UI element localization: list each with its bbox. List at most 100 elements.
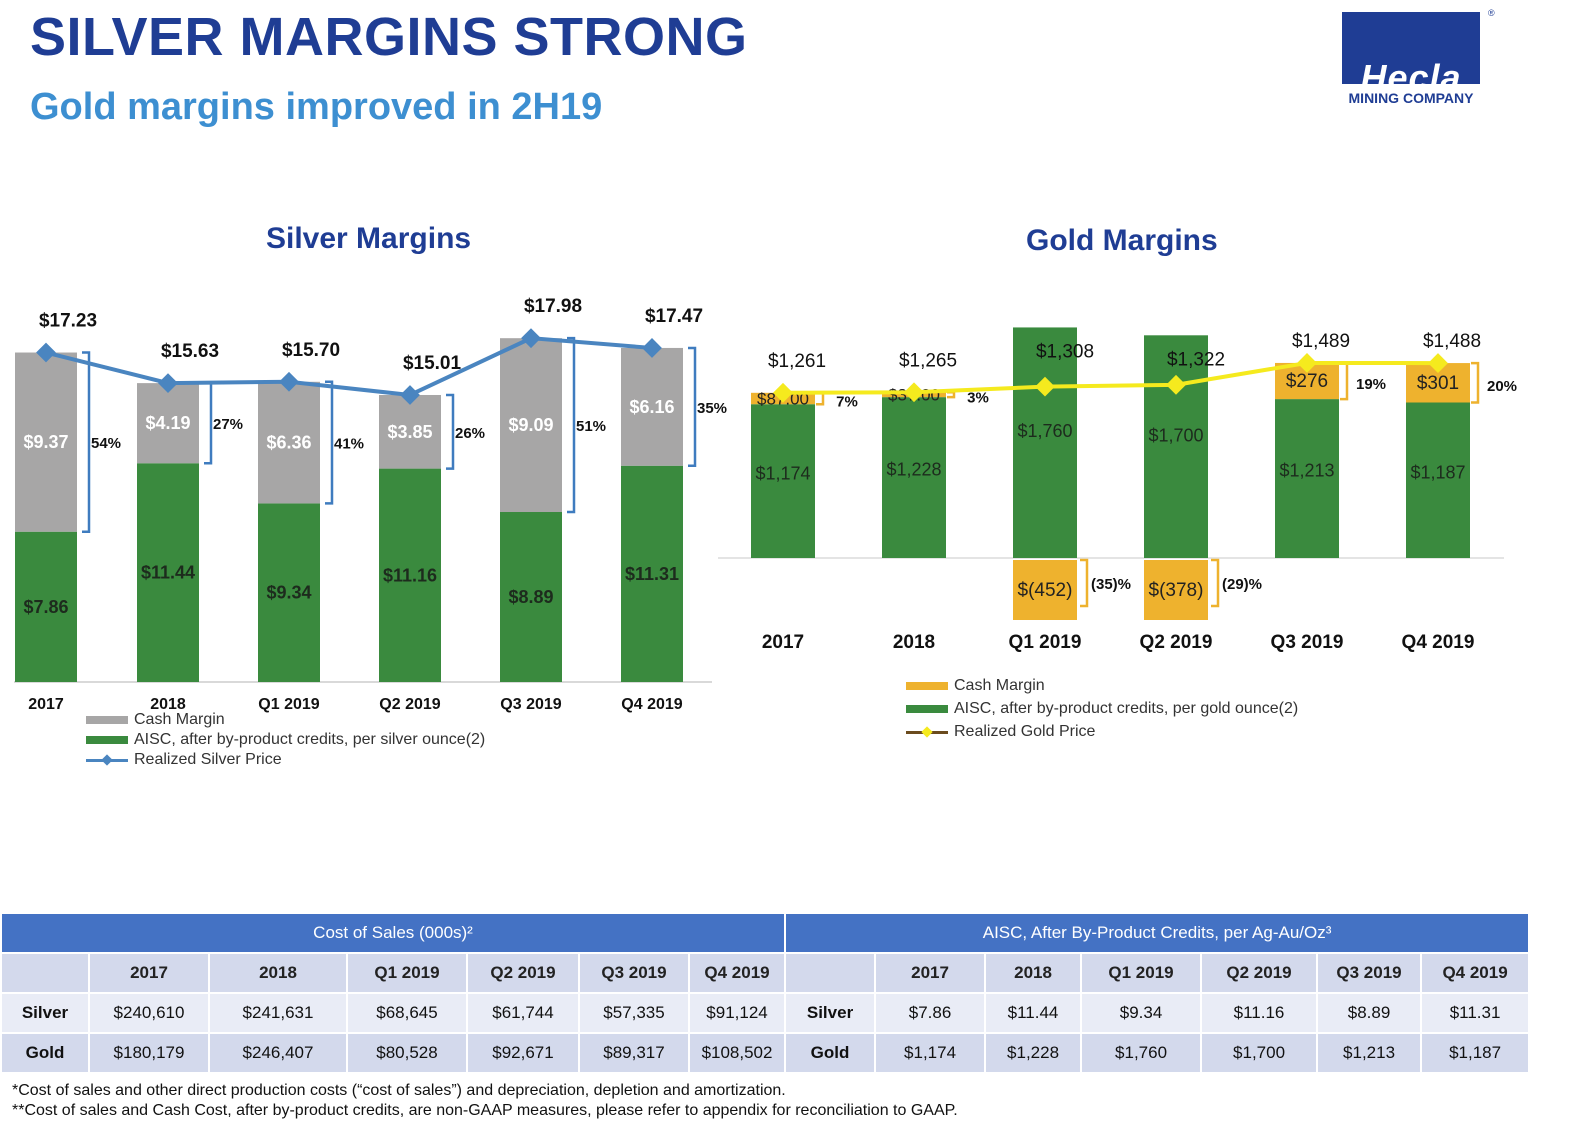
table-cell-aisc: $1,700 [1200,1032,1319,1074]
gold-chart-title: Gold Margins [1026,224,1218,257]
gold-cash-margin-label: $276 [1286,371,1328,392]
gold-margin-bracket [947,391,956,399]
table-column-header: 2017 [88,952,210,994]
silver-cash-margin-label: $4.19 [145,413,190,433]
gold-aisc-bar [1013,327,1077,558]
legend-label: Realized Silver Price [134,751,282,768]
silver-margin-bracket [688,346,697,467]
silver-margin-bracket [204,381,213,465]
table-column-header: Q3 2019 [578,952,690,994]
gold-margin-percent: (35)% [1091,576,1131,593]
table-cell-aisc: $1,760 [1080,1032,1203,1074]
table-header-cost-of-sales: Cost of Sales (000s)² [0,912,787,954]
gold-category-label: 2017 [762,632,804,653]
table-cell-aisc: $11.44 [984,992,1083,1034]
silver-price-point [642,338,662,358]
table-cell-cost: $57,335 [578,992,690,1034]
logo-subtitle: MINING COMPANY [1348,90,1474,106]
silver-chart-title: Silver Margins [266,222,472,255]
table-column-header: Q2 2019 [466,952,580,994]
table-cell-aisc: $7.86 [874,992,987,1034]
legend-label: Cash Margin [954,676,1045,694]
table-row-label: Silver [784,992,877,1034]
gold-price-label: $1,308 [1036,341,1094,362]
table-corner-cell [0,952,90,994]
silver-price-label: $15.70 [282,340,340,361]
silver-cash-margin-bar [258,381,320,504]
footnote-1: *Cost of sales and other direct producti… [12,1082,786,1099]
silver-aisc-bar [258,503,320,682]
table-column-header: Q4 2019 [1420,952,1531,994]
gold-price-label: $1,322 [1167,349,1225,370]
table-row-label: Silver [0,992,90,1034]
gold-price-point [904,382,924,403]
table-column-headers: 2017 2018 Q1 2019 Q2 2019 Q3 2019 Q4 2019 2017… [0,952,1531,994]
silver-margin-percent: 41% [334,436,364,453]
silver-category-label: Q3 2019 [500,696,561,713]
table-column-header: 2018 [984,952,1083,994]
silver-cash-margin-bar [137,383,199,464]
gold-price-label: $1,489 [1292,331,1350,352]
legend-swatch-cash-margin [86,716,128,724]
legend-swatch-aisc [906,704,948,713]
gold-legend: Cash Margin AISC, after by-product credi… [906,674,1298,743]
gold-margin-bracket [1340,361,1349,401]
table-cell-cost: $61,744 [466,992,580,1034]
gold-cash-margin-label: $301 [1417,373,1459,394]
table-row-label: Gold [0,1032,90,1074]
silver-cash-margin-bar [621,347,683,466]
legend-item-gold-price: Realized Gold Price [906,720,1298,743]
gold-price-point [1035,376,1055,397]
silver-cash-margin-bar [15,352,77,532]
table-cell-cost: $68,645 [346,992,468,1034]
silver-price-point [158,373,178,394]
gold-aisc-label: $1,228 [886,460,941,480]
gold-margin-percent: (29)% [1222,576,1262,593]
silver-category-label: 2017 [28,696,64,713]
gold-category-label: Q3 2019 [1271,632,1344,653]
silver-cash-margin-label: $9.37 [23,432,68,452]
gold-aisc-label: $1,174 [755,463,810,483]
silver-price-point [279,371,299,392]
gold-margin-percent: 3% [967,390,989,407]
legend-label: AISC, after by-product credits, per silv… [134,731,486,748]
gold-price-point [1166,374,1186,395]
gold-margin-bracket [1080,558,1089,608]
table-cell-cost: $91,124 [687,992,787,1034]
gold-aisc-bar [1144,335,1208,558]
table-cell-cost: $80,528 [346,1032,468,1074]
silver-aisc-bar [379,468,441,682]
table-cell-cost: $180,179 [88,1032,210,1074]
footnote-2: **Cost of sales and Cash Cost, after by-… [12,1102,958,1119]
silver-aisc-label: $8.89 [508,587,553,607]
silver-aisc-label: $11.31 [625,564,679,584]
silver-cash-margin-label: $6.36 [266,433,311,453]
gold-price-line [782,360,1439,395]
silver-price-label: $17.47 [645,306,703,327]
gold-margin-bracket [1471,361,1480,404]
table-cell-cost: $89,317 [578,1032,690,1074]
silver-category-label: Q4 2019 [621,696,682,713]
gold-cash-margin-bar [1013,560,1077,620]
silver-price-line [45,336,653,398]
legend-item-aisc: AISC, after by-product credits, per silv… [86,730,485,750]
gold-aisc-label: $1,700 [1148,426,1203,446]
gold-price-point [1297,353,1317,373]
page-title: SILVER MARGINS STRONG [30,7,748,67]
silver-cash-margin-bar [379,394,441,469]
silver-aisc-label: $9.34 [266,583,311,603]
charts-canvas: $7.86 $9.37 2017 54% $11.44 $4.19 2018 27% $9.34… [14,296,1517,713]
legend-label: AISC, after by-product credits, per gold… [954,699,1299,717]
silver-margin-percent: 26% [455,425,485,442]
table-cell-aisc: $1,174 [874,1032,987,1074]
silver-aisc-bar [621,465,683,682]
silver-cash-margin-bar [500,338,562,513]
gold-price-point [1428,353,1448,373]
gold-cash-margin-label: $(378) [1149,580,1204,601]
table-header-aisc: AISC, After By-Product Credits, per Ag-A… [784,912,1531,954]
table-column-header: 2018 [208,952,348,994]
table-cell-aisc: $11.16 [1200,992,1319,1034]
silver-category-label: 2018 [150,696,186,713]
table-cell-cost: $240,610 [88,992,210,1034]
silver-price-label: $17.23 [39,311,97,332]
